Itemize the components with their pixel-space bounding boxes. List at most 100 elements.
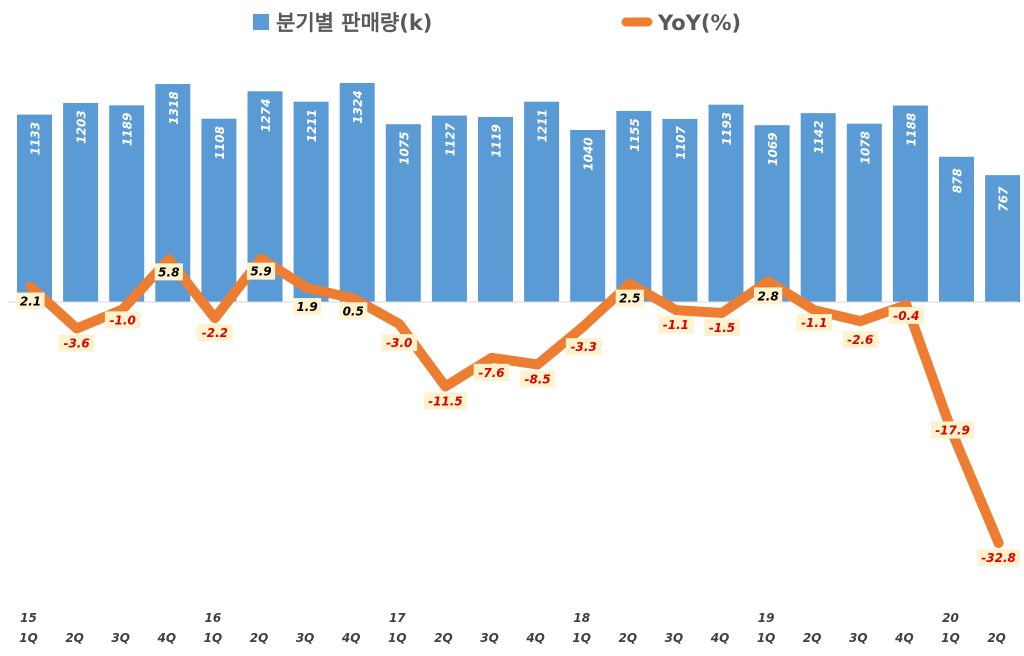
yoy-value-label: -1.5	[709, 321, 735, 335]
bar-value-label: 1127	[443, 122, 457, 156]
x-year-label: 19	[758, 611, 775, 625]
x-category-label: 1Q	[757, 631, 776, 645]
bar	[616, 110, 652, 303]
bar	[478, 116, 513, 303]
bar	[385, 124, 421, 302]
yoy-value-label: 2.1	[20, 295, 41, 309]
yoy-value-label: -17.9	[935, 424, 970, 438]
x-year-label: 16	[205, 611, 222, 625]
bar-labels: 1133 1203 1189 1318 1108 1274 1211 1324 1075 1127…	[29, 90, 1011, 211]
x-category-label: 4Q	[157, 631, 177, 645]
yoy-value-label: -1.1	[801, 316, 827, 330]
bar-value-label: 1155	[628, 118, 642, 151]
x-category-label: 4Q	[894, 631, 914, 645]
yoy-label-box	[888, 306, 925, 324]
yoy-label-box	[796, 314, 832, 332]
bar	[939, 156, 974, 302]
yoy-value-label: -3.0	[386, 336, 412, 350]
bar-value-label: 1189	[121, 113, 135, 146]
yoy-label-box	[931, 421, 974, 439]
legend-bar-label: 분기별 판매량(k)	[276, 11, 432, 35]
yoy-value-label: 5.9	[250, 265, 271, 279]
bar-value-label: 1142	[812, 120, 826, 153]
x-category-label: 3Q	[296, 631, 315, 645]
x-year-label: 20	[942, 611, 959, 625]
yoy-value-label: -7.6	[478, 366, 504, 380]
bar	[109, 105, 145, 302]
yoy-label-box	[197, 324, 233, 342]
yoy-value-label: -3.3	[571, 340, 597, 354]
bar-value-label: 1274	[259, 99, 273, 132]
bar-value-label: 1324	[351, 90, 365, 123]
yoy-label-box	[339, 302, 368, 320]
x-category-label: 4Q	[341, 631, 361, 645]
x-category-label: 2Q	[434, 631, 453, 645]
bar	[708, 104, 744, 302]
yoy-value-label: 0.5	[343, 304, 364, 318]
bar	[754, 125, 790, 302]
yoy-label-box	[16, 292, 45, 310]
yoy-label-box	[977, 549, 1021, 566]
yoy-value-label: -0.4	[893, 309, 919, 323]
bar	[892, 105, 928, 302]
yoy-label-box	[423, 392, 467, 410]
yoy-value-label: 2.8	[757, 289, 778, 303]
legend-line-label: YoY(%)	[657, 11, 741, 35]
yoy-label-box	[154, 263, 183, 281]
yoy-label-box	[519, 370, 556, 388]
bar-value-label: 1203	[75, 110, 89, 143]
yoy-label-box	[473, 363, 510, 381]
bar-value-label: 1107	[674, 126, 688, 160]
bar	[846, 123, 882, 302]
x-category-label: 1Q	[388, 631, 407, 645]
yoy-value-label: 2.5	[619, 292, 640, 306]
bar-value-label: 1040	[582, 137, 596, 170]
x-year-label: 15	[20, 611, 37, 625]
yoy-value-label: 5.8	[158, 265, 179, 279]
x-category-label: 4Q	[525, 631, 545, 645]
yoy-label-box	[381, 334, 418, 352]
yoy-value-label: -32.8	[981, 551, 1016, 565]
bar	[662, 118, 698, 303]
bar	[339, 83, 375, 302]
x-category-label: 2Q	[987, 631, 1006, 645]
bar-value-label: 1075	[397, 131, 411, 164]
x-category-label: 2Q	[65, 631, 84, 645]
bar-value-label: 1211	[536, 109, 550, 142]
bar	[800, 113, 836, 302]
yoy-label-box	[246, 262, 276, 280]
bar-value-label: 1069	[766, 132, 780, 165]
yoy-labels: 2.1 -3.6 -1.0 5.8 -2.2 5.9 1.9 0.5 -3.0 -11.5 -7.6…	[16, 262, 1021, 566]
x-category-label: 1Q	[19, 631, 38, 645]
yoy-label-box	[293, 298, 322, 316]
bars	[17, 83, 1021, 303]
yoy-label-box	[104, 311, 141, 329]
x-category-label: 3Q	[480, 631, 499, 645]
yoy-value-label: -2.2	[202, 326, 228, 340]
bar-value-label: 1119	[490, 124, 504, 157]
legend-bar-swatch	[253, 14, 269, 30]
bar-value-label: 767	[997, 186, 1011, 212]
bar-value-label: 1188	[904, 113, 918, 146]
yoy-value-label: -1.1	[663, 318, 689, 332]
yoy-value-label: -3.6	[63, 336, 89, 350]
bar-value-label: 1108	[213, 126, 227, 159]
x-category-label: 4Q	[710, 631, 730, 645]
yoy-value-label: -2.6	[847, 333, 873, 347]
yoy-label-box	[842, 331, 879, 349]
yoy-line	[25, 253, 1004, 548]
bar	[985, 175, 1021, 302]
yoy-label-box	[754, 287, 783, 305]
x-year-label: 18	[573, 611, 590, 625]
x-year-label: 17	[389, 611, 406, 625]
bar-value-label: 1078	[858, 131, 872, 164]
yoy-label-box	[58, 334, 95, 352]
x-category-label: 2Q	[619, 631, 638, 645]
yoy-label-box	[658, 316, 694, 334]
x-category-label: 1Q	[204, 631, 223, 645]
legend: 분기별 판매량(k) YoY(%)	[253, 11, 741, 35]
x-axis: 15 1Q 2Q 3Q 4Q 16 1Q 2Q 3Q 4Q 17 1Q 2Q 3Q 4Q 18 1Q 2Q 3Q 4Q…	[19, 611, 1006, 645]
x-category-label: 3Q	[665, 631, 684, 645]
yoy-value-label: -1.0	[110, 313, 136, 327]
bar	[17, 114, 52, 303]
